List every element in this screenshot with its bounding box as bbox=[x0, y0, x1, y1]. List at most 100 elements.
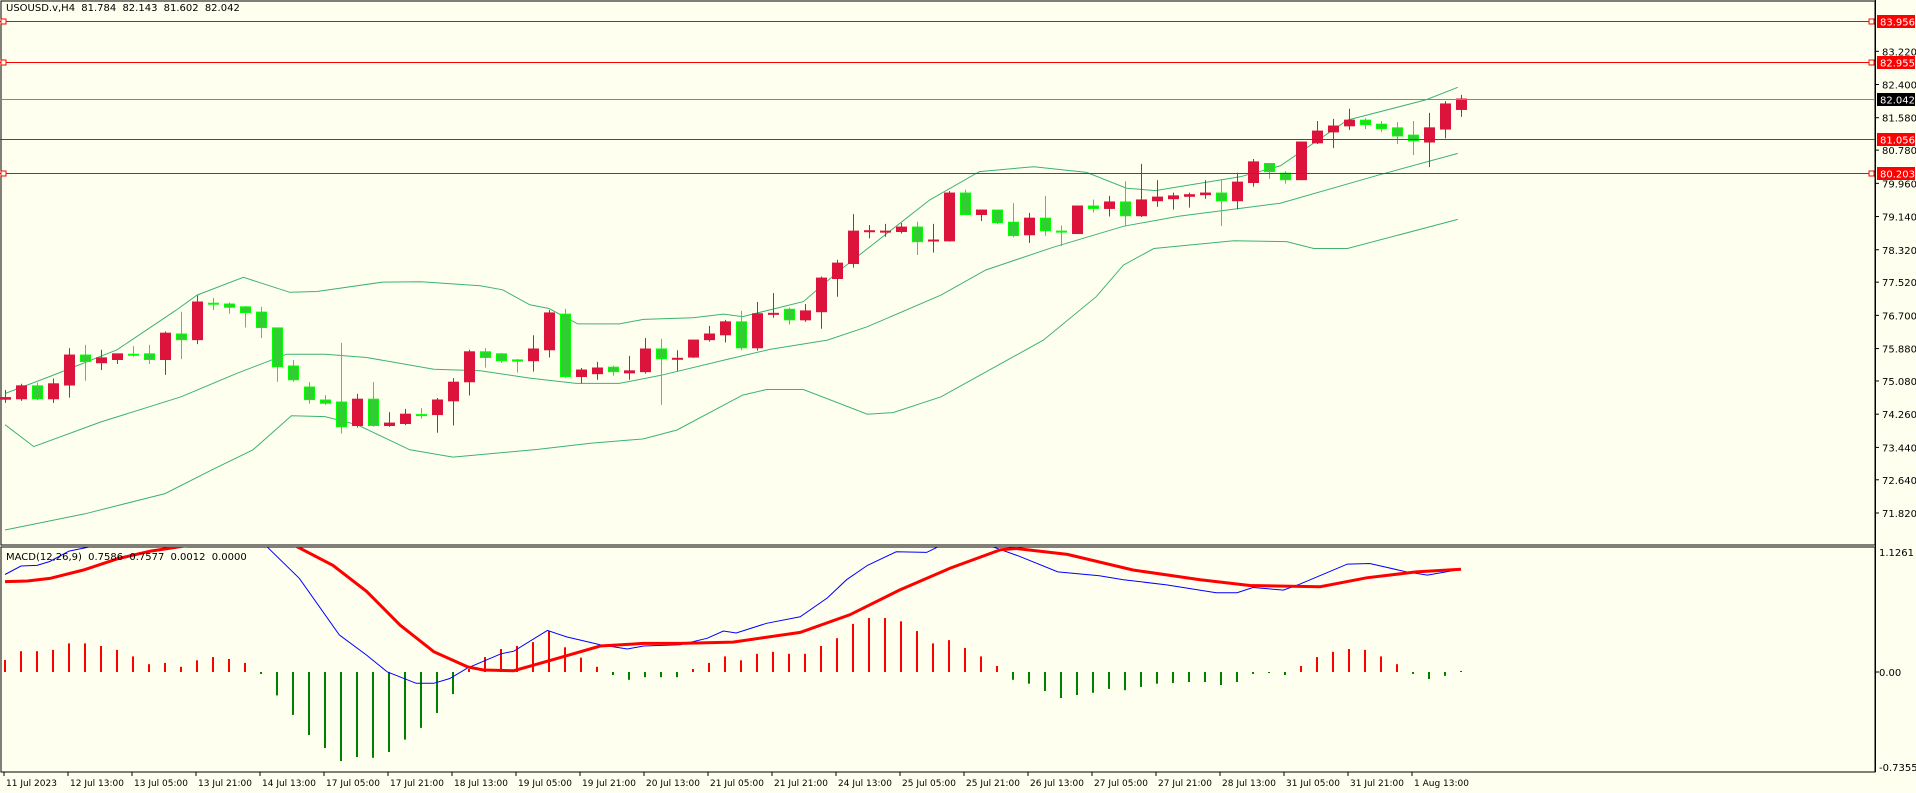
candle bbox=[48, 378, 59, 403]
macd-histogram-bar bbox=[1316, 657, 1318, 672]
candle bbox=[224, 302, 235, 314]
candle-body bbox=[944, 192, 955, 242]
candle-body bbox=[672, 357, 683, 360]
price-tag-label: 82.042 bbox=[1880, 96, 1915, 107]
candle bbox=[880, 223, 891, 237]
candle bbox=[1200, 180, 1211, 199]
macd-histogram-bar bbox=[596, 666, 598, 672]
candle bbox=[416, 408, 427, 419]
candle-body bbox=[400, 413, 411, 424]
candle bbox=[368, 382, 379, 427]
macd-histogram-bar bbox=[196, 660, 198, 672]
candle-body bbox=[1312, 130, 1323, 144]
macd-histogram-bar bbox=[1300, 666, 1302, 672]
price-tick-label: 79.140 bbox=[1882, 213, 1916, 224]
candle-body bbox=[1104, 201, 1115, 209]
candle bbox=[1456, 94, 1467, 117]
candle-body bbox=[512, 359, 523, 362]
candle bbox=[944, 191, 955, 242]
candle bbox=[528, 335, 539, 372]
price-tag-box bbox=[1877, 133, 1915, 146]
macd-histogram-bar bbox=[164, 662, 166, 672]
candle bbox=[272, 327, 283, 382]
macd-histogram-bar bbox=[548, 631, 550, 672]
candle-body bbox=[640, 348, 651, 373]
time-tick-label: 1 Aug 13:00 bbox=[1414, 779, 1469, 789]
candle-body bbox=[592, 367, 603, 375]
candle-body bbox=[1360, 119, 1371, 126]
candle-body bbox=[608, 366, 619, 373]
price-tick-label: 79.960 bbox=[1882, 179, 1916, 190]
time-tick-label: 21 Jul 21:00 bbox=[774, 779, 828, 789]
candle-body bbox=[848, 230, 859, 265]
macd-histogram-bar bbox=[900, 621, 902, 672]
macd-histogram-bar bbox=[1124, 672, 1126, 691]
candle bbox=[1392, 122, 1403, 145]
bollinger-lower-band bbox=[4, 218, 1458, 531]
macd-histogram-bar bbox=[52, 649, 54, 672]
candle-body bbox=[1456, 98, 1467, 110]
candle bbox=[192, 295, 203, 345]
line-anchor-right-handle bbox=[1868, 18, 1875, 25]
macd-histogram-bar bbox=[100, 646, 102, 672]
candle bbox=[768, 293, 779, 318]
macd-histogram-bar bbox=[564, 647, 566, 672]
price-tag-box bbox=[1877, 93, 1915, 106]
price-tick-label: 76.700 bbox=[1882, 311, 1916, 322]
bollinger-upper-band bbox=[4, 86, 1458, 394]
macd-histogram-bar bbox=[1172, 672, 1174, 684]
candle bbox=[176, 311, 187, 360]
candle bbox=[720, 319, 731, 343]
candle-body bbox=[1040, 217, 1051, 232]
candle bbox=[1120, 181, 1131, 226]
time-tick-label: 12 Jul 13:00 bbox=[70, 779, 124, 789]
macd-histogram-bar bbox=[20, 651, 22, 672]
macd-histogram-bar bbox=[1236, 672, 1238, 683]
macd-histogram-bar bbox=[516, 646, 518, 672]
candle bbox=[1184, 192, 1195, 208]
price-tag-label: 80.203 bbox=[1880, 170, 1915, 181]
candle-body bbox=[240, 306, 251, 314]
macd-histogram-bar bbox=[948, 640, 950, 672]
candle-body bbox=[176, 333, 187, 341]
macd-histogram-bar bbox=[244, 662, 246, 672]
macd-histogram-bar bbox=[324, 672, 326, 749]
macd-histogram-bar bbox=[68, 643, 70, 672]
time-tick-label: 28 Jul 13:00 bbox=[1222, 779, 1276, 789]
candle-body bbox=[144, 353, 155, 361]
macd-histogram-bar bbox=[532, 642, 534, 672]
candle bbox=[1168, 192, 1179, 210]
macd-histogram-bar bbox=[1348, 648, 1350, 672]
price-tick-label: 81.580 bbox=[1882, 114, 1916, 125]
macd-header: MACD(12,26,9) 0.7586 0.7577 0.0012 0.000… bbox=[6, 552, 250, 563]
candle-body bbox=[80, 354, 91, 363]
macd-histogram-bar bbox=[660, 672, 662, 678]
candle bbox=[576, 368, 587, 384]
macd-histogram-bar bbox=[916, 631, 918, 672]
macd-histogram-bar bbox=[436, 672, 438, 713]
macd-histogram-bar bbox=[132, 656, 134, 672]
macd-signal-line bbox=[4, 547, 1462, 673]
price-tick-label: 77.520 bbox=[1882, 278, 1916, 289]
line-anchor-left-handle bbox=[0, 170, 7, 177]
macd-tick-label: -0.7355 bbox=[1879, 763, 1916, 774]
candle bbox=[1296, 141, 1307, 181]
time-tick-label: 20 Jul 13:00 bbox=[646, 779, 700, 789]
macd-histogram-bar bbox=[788, 653, 790, 672]
time-tick-label: 27 Jul 21:00 bbox=[1158, 779, 1212, 789]
candle-body bbox=[1408, 134, 1419, 142]
macd-histogram-bar bbox=[1268, 672, 1270, 674]
macd-histogram-bar bbox=[420, 672, 422, 728]
candle bbox=[1088, 199, 1099, 213]
time-tick-label: 27 Jul 05:00 bbox=[1094, 779, 1148, 789]
price-pane bbox=[0, 86, 1467, 531]
candle-body bbox=[1280, 172, 1291, 181]
macd-histogram-bar bbox=[308, 672, 310, 736]
macd-histogram-bar bbox=[676, 672, 678, 678]
candle-body bbox=[960, 192, 971, 216]
candle-body bbox=[752, 313, 763, 349]
macd-histogram-bar bbox=[1092, 672, 1094, 693]
candle-body bbox=[1248, 161, 1259, 184]
macd-histogram-bar bbox=[1060, 672, 1062, 698]
